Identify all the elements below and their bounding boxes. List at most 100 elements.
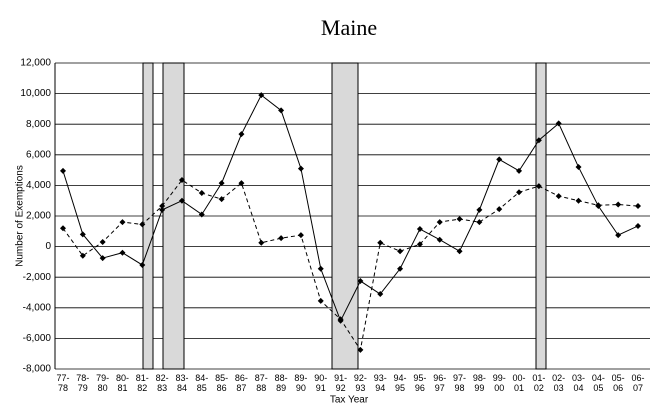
marker — [238, 131, 245, 138]
x-tick-label-box: 92-93 — [354, 373, 367, 393]
x-tick-label: 79-80 — [96, 373, 110, 393]
x-tick-label-box: 88-89 — [275, 373, 288, 393]
x-tick-label: 02-03 — [552, 373, 566, 393]
marker — [555, 193, 562, 200]
x-tick-label: 05-06 — [611, 373, 625, 393]
x-tick-label: 78-79 — [76, 373, 90, 393]
x-tick-label: 96-97 — [433, 373, 447, 393]
marker — [516, 167, 523, 174]
marker — [119, 249, 126, 256]
marker — [159, 203, 166, 210]
marker — [496, 206, 503, 213]
marker — [416, 241, 423, 248]
x-tick-label: 94-95 — [393, 373, 407, 393]
marker — [278, 235, 285, 242]
x-tick-label-box: 77-78 — [56, 373, 70, 393]
marker — [476, 219, 483, 226]
y-axis-label: Number of Exemptions — [15, 165, 26, 267]
marker — [555, 120, 562, 127]
y-tick-label: 8,000 — [26, 119, 51, 130]
marker — [258, 239, 265, 246]
x-tick-label-box: 03-04 — [572, 373, 585, 393]
marker — [198, 211, 205, 218]
series-line — [62, 179, 639, 352]
x-tick-label: 06-07 — [631, 373, 645, 393]
x-tick-label-box: 04-05 — [592, 373, 605, 393]
marker — [178, 197, 185, 204]
x-tick-label-box: 90-91 — [314, 373, 328, 393]
x-tick-label-box: 86-87 — [234, 373, 248, 393]
marker — [139, 221, 146, 228]
x-tick-label-box: 80-81 — [115, 373, 129, 393]
x-tick-label: 98-99 — [472, 373, 486, 393]
y-tick-label: 0 — [45, 241, 51, 252]
marker — [119, 219, 126, 226]
x-tick-label: 81-82 — [135, 373, 149, 393]
x-tick-label: 01-02 — [532, 373, 546, 393]
x-tick-label: 90-91 — [314, 373, 328, 393]
marker — [297, 232, 304, 239]
x-tick-label: 82-83 — [155, 373, 169, 393]
marker — [397, 248, 404, 255]
marker — [535, 183, 542, 190]
x-tick-label-box: 95-96 — [413, 373, 427, 393]
shaded-period — [142, 62, 154, 370]
x-axis-label: Tax Year — [330, 395, 369, 406]
x-tick-label: 83-84 — [175, 373, 189, 393]
y-tick-label: 12,000 — [20, 58, 51, 69]
x-tick-label-box: 05-06 — [611, 373, 625, 393]
marker — [516, 189, 523, 196]
x-tick-label-box: 81-82 — [135, 373, 149, 393]
x-tick-label-box: 94-95 — [393, 373, 407, 393]
x-tick-label: 84-85 — [195, 373, 209, 393]
marker — [575, 164, 582, 171]
marker — [297, 165, 304, 172]
marker — [99, 255, 106, 262]
marker — [575, 197, 582, 204]
x-tick-label-box: 02-03 — [552, 373, 566, 393]
marker — [60, 167, 66, 174]
y-tick-label: 10,000 — [20, 88, 51, 99]
x-tick-label-box: 01-02 — [532, 373, 546, 393]
marker — [60, 225, 66, 232]
x-tick-label-box: 97-98 — [453, 373, 467, 393]
marker — [79, 252, 86, 259]
shaded-period — [162, 62, 185, 370]
x-tick-label: 86-87 — [234, 373, 248, 393]
marker — [635, 203, 641, 210]
marker — [615, 201, 622, 208]
marker — [139, 261, 146, 268]
x-tick-label-box: 06-07 — [631, 373, 645, 393]
x-tick-label: 91-92 — [334, 373, 348, 393]
x-tick-label-box: 91-92 — [334, 373, 348, 393]
x-tick-label: 85-86 — [215, 373, 229, 393]
marker — [416, 226, 423, 233]
x-tick-label: 80-81 — [115, 373, 129, 393]
marker — [535, 137, 542, 144]
x-tick-label-box: 98-99 — [472, 373, 486, 393]
marker — [337, 316, 344, 323]
marker — [79, 231, 86, 238]
x-tick-label-box: 87-88 — [255, 373, 268, 393]
marker — [278, 107, 285, 114]
x-tick-label: 00-01 — [512, 373, 526, 393]
marker — [456, 216, 463, 223]
marker — [377, 291, 384, 298]
marker — [218, 196, 225, 203]
marker — [436, 236, 443, 243]
x-tick-label-box: 79-80 — [96, 373, 110, 393]
x-tick-label-box: 96-97 — [433, 373, 447, 393]
marker — [317, 297, 324, 304]
series-line — [62, 94, 639, 323]
shaded-periods — [142, 62, 547, 370]
x-tick-label: 95-96 — [413, 373, 427, 393]
y-tick-label: -8,000 — [23, 364, 52, 375]
x-tick-label: 97-98 — [453, 373, 467, 393]
x-tick-label-box: 99-00 — [493, 373, 506, 393]
x-tick-label: 77-78 — [56, 373, 70, 393]
marker — [258, 92, 265, 99]
x-tick-label: 89-90 — [294, 373, 308, 393]
y-tick-label: -2,000 — [23, 272, 52, 283]
x-tick-label-box: 84-85 — [195, 373, 209, 393]
